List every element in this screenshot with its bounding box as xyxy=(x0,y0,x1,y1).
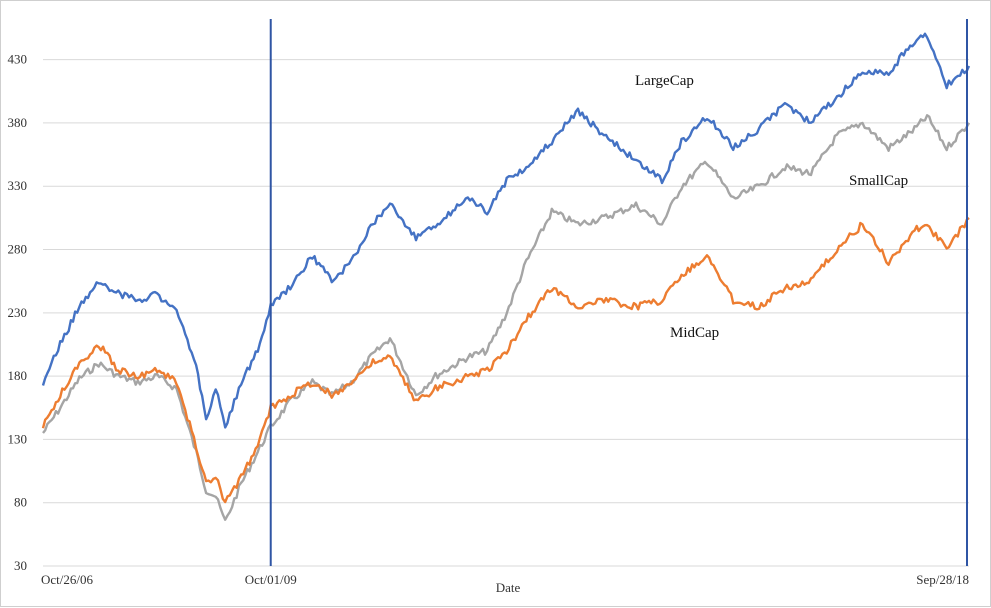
series-line-smallcap xyxy=(42,114,971,521)
y-tick-label: 230 xyxy=(8,305,28,320)
series-line-midcap xyxy=(41,216,970,504)
series-label-midcap: MidCap xyxy=(670,325,719,341)
series-lines xyxy=(41,32,971,521)
y-tick-label: 180 xyxy=(8,368,28,383)
y-tick-label: 430 xyxy=(8,52,28,67)
series-label-smallcap: SmallCap xyxy=(849,173,908,189)
y-axis-ticks: 30 80 130 180 230 280 330 380 430 xyxy=(8,52,28,573)
x-tick-label: Oct/26/06 xyxy=(41,572,93,587)
series-line-largecap xyxy=(41,32,971,429)
y-tick-label: 280 xyxy=(8,242,28,257)
y-tick-label: 30 xyxy=(14,558,27,573)
x-tick-label: Oct/01/09 xyxy=(245,572,297,587)
y-tick-label: 130 xyxy=(8,431,28,446)
series-labels: LargeCap SmallCap MidCap xyxy=(635,73,908,341)
x-axis-ticks: Oct/26/06 Oct/01/09 Sep/28/18 xyxy=(41,572,969,587)
x-tick-label: Sep/28/18 xyxy=(916,572,969,587)
y-tick-label: 330 xyxy=(8,178,28,193)
vertical-markers xyxy=(269,19,968,566)
x-axis-title: Date xyxy=(496,580,521,595)
y-tick-label: 380 xyxy=(8,115,28,130)
y-tick-label: 80 xyxy=(14,495,27,510)
series-label-largecap: LargeCap xyxy=(635,73,694,89)
